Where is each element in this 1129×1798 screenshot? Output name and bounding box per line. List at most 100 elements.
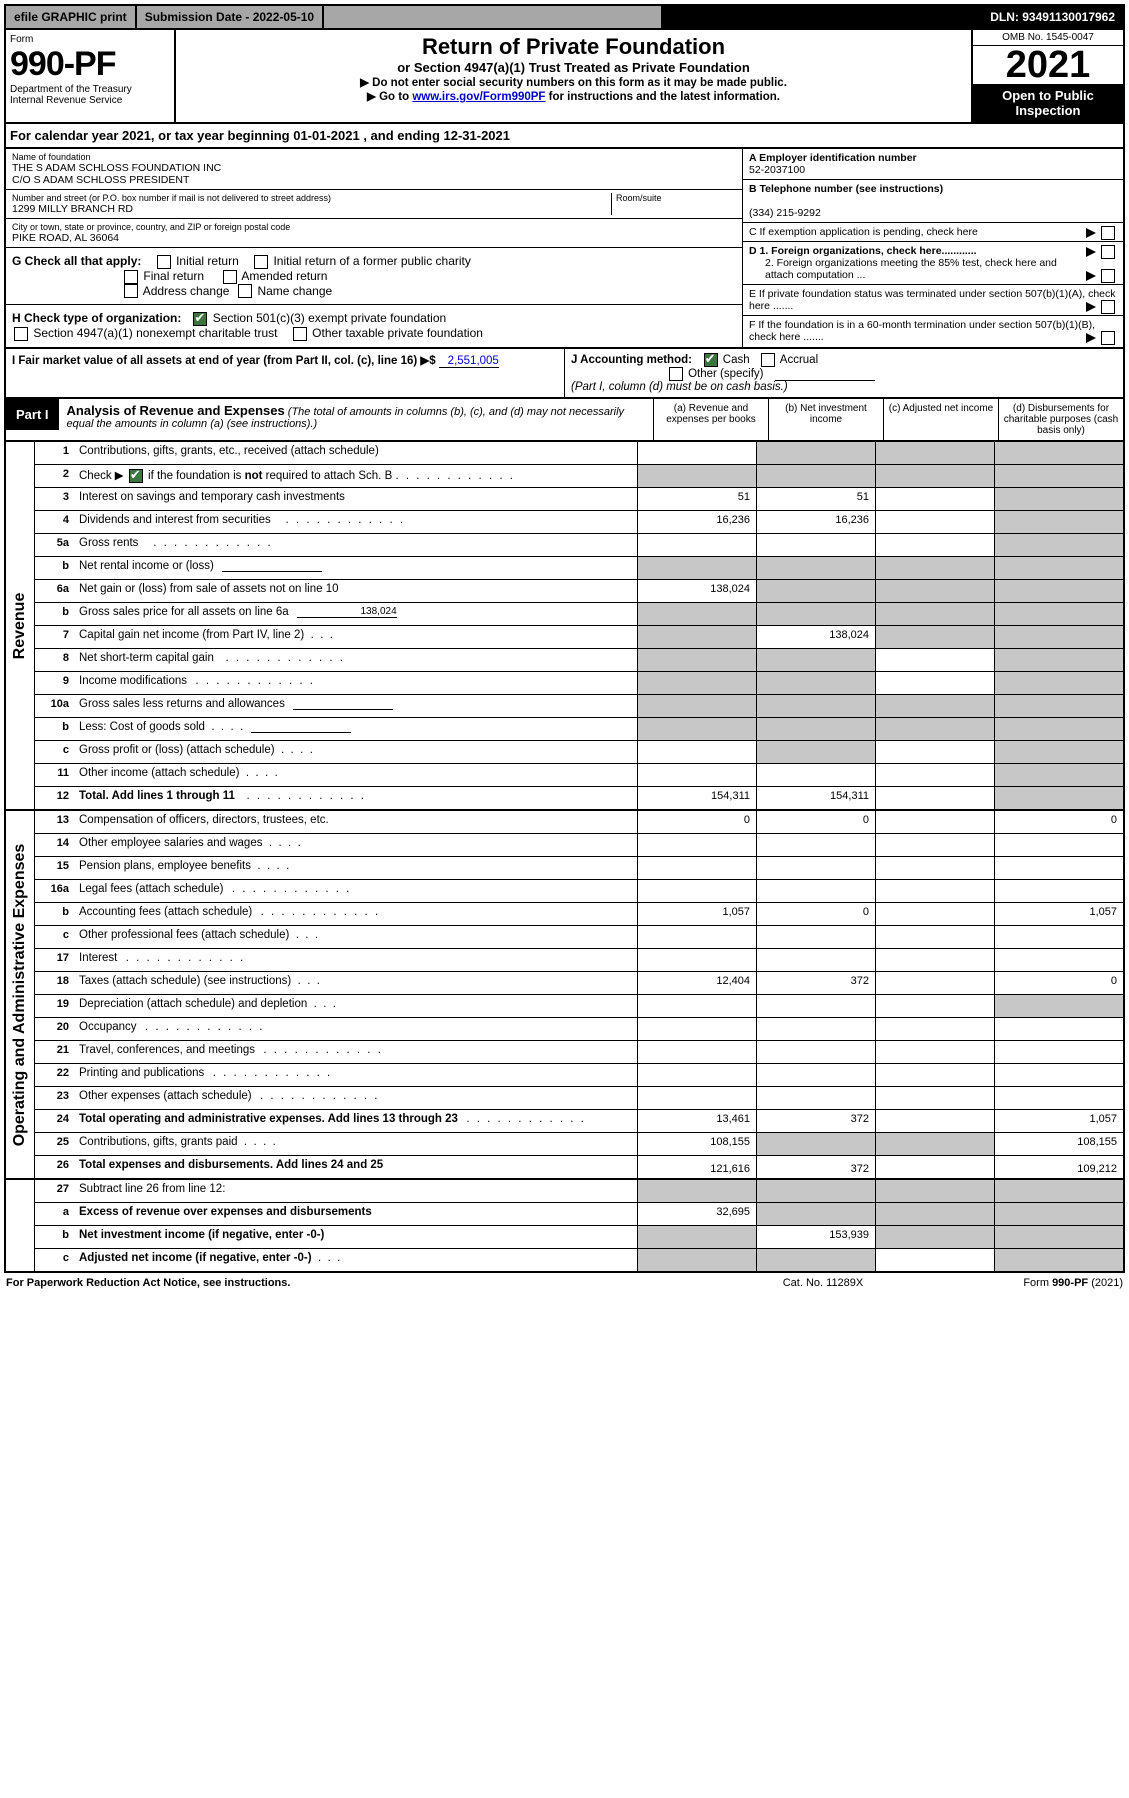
foundation-name2: C/O S ADAM SCHLOSS PRESIDENT: [12, 174, 736, 186]
ein-cell: A Employer identification number 52-2037…: [743, 149, 1123, 180]
subtitle: or Section 4947(a)(1) Trust Treated as P…: [180, 60, 967, 75]
dept: Department of the Treasury: [10, 84, 170, 95]
table-row: bNet rental income or (loss): [35, 556, 1123, 579]
j-accrual: Accrual: [780, 354, 818, 366]
cb-d1[interactable]: [1101, 245, 1115, 259]
cb-cash[interactable]: [704, 353, 718, 367]
f-cell: F If the foundation is in a 60-month ter…: [743, 316, 1123, 346]
table-row: 22Printing and publications: [35, 1063, 1123, 1086]
d1-label: D 1. Foreign organizations, check here..…: [749, 245, 977, 257]
i-value: 2,551,005: [439, 355, 499, 368]
d2-label: 2. Foreign organizations meeting the 85%…: [765, 257, 1057, 281]
form-word: Form: [10, 34, 170, 45]
part1-label: Part I: [6, 399, 59, 430]
revenue-label: Revenue: [11, 592, 29, 659]
side-blank: [6, 1180, 35, 1271]
i-j-row: I Fair market value of all assets at end…: [4, 349, 1125, 399]
cb-amended[interactable]: [223, 270, 237, 284]
cb-c[interactable]: [1101, 226, 1115, 240]
h-checkboxes: H Check type of organization: Section 50…: [6, 305, 742, 347]
e-label: E If private foundation status was termi…: [749, 288, 1116, 312]
table-row: bAccounting fees (attach schedule) 1,057…: [35, 902, 1123, 925]
triangle-icon: [1086, 247, 1096, 257]
cb-501c3[interactable]: [193, 312, 207, 326]
table-row: 16aLegal fees (attach schedule): [35, 879, 1123, 902]
triangle-icon: [1086, 271, 1096, 281]
table-row: 2Check ▶ if the foundation is not requir…: [35, 464, 1123, 487]
name-label: Name of foundation: [12, 152, 736, 162]
table-row: bNet investment income (if negative, ent…: [35, 1225, 1123, 1248]
table-row: 20Occupancy: [35, 1017, 1123, 1040]
cb-address-change[interactable]: [124, 284, 138, 298]
table-row: 5aGross rents: [35, 533, 1123, 556]
g-checkboxes: G Check all that apply: Initial return I…: [6, 248, 742, 305]
table-row: cAdjusted net income (if negative, enter…: [35, 1248, 1123, 1271]
cb-initial-return[interactable]: [157, 255, 171, 269]
cb-accrual[interactable]: [761, 353, 775, 367]
side-revenue: Revenue: [6, 442, 35, 809]
j-note: (Part I, column (d) must be on cash basi…: [571, 381, 788, 393]
opt-4947: Section 4947(a)(1) nonexempt charitable …: [33, 326, 277, 340]
cb-d2[interactable]: [1101, 269, 1115, 283]
i-label: I Fair market value of all assets at end…: [12, 355, 436, 367]
table-row: 21Travel, conferences, and meetings: [35, 1040, 1123, 1063]
j-cash: Cash: [723, 354, 750, 366]
form-number: 990-PF: [10, 45, 170, 84]
table-row: 6aNet gain or (loss) from sale of assets…: [35, 579, 1123, 602]
table-row: aExcess of revenue over expenses and dis…: [35, 1202, 1123, 1225]
form990pf-link[interactable]: www.irs.gov/Form990PF: [412, 91, 545, 103]
i-section: I Fair market value of all assets at end…: [6, 349, 565, 397]
table-row: 17Interest: [35, 948, 1123, 971]
part1-header: Part I Analysis of Revenue and Expenses …: [4, 399, 1125, 442]
table-row: bGross sales price for all assets on lin…: [35, 602, 1123, 625]
cb-f[interactable]: [1101, 331, 1115, 345]
cb-initial-former[interactable]: [254, 255, 268, 269]
ein-label: A Employer identification number: [749, 152, 917, 164]
col-a-head: (a) Revenue and expenses per books: [653, 399, 768, 440]
table-row: bLess: Cost of goods sold . . . .: [35, 717, 1123, 740]
c-cell: C If exemption application is pending, c…: [743, 223, 1123, 242]
e-cell: E If private foundation status was termi…: [743, 285, 1123, 316]
irs: Internal Revenue Service: [10, 95, 170, 106]
foundation-name1: THE S ADAM SCHLOSS FOUNDATION INC: [12, 162, 736, 174]
instr2: ▶ Go to www.irs.gov/Form990PF for instru…: [180, 89, 967, 103]
f-label: F If the foundation is in a 60-month ter…: [749, 319, 1095, 343]
table-row: cOther professional fees (attach schedul…: [35, 925, 1123, 948]
g-label: G Check all that apply:: [12, 254, 141, 268]
side-expenses: Operating and Administrative Expenses: [6, 811, 35, 1178]
efile-label[interactable]: efile GRAPHIC print: [6, 6, 137, 28]
ein-value: 52-2037100: [749, 164, 805, 176]
city-cell: City or town, state or province, country…: [6, 219, 742, 248]
opt-final: Final return: [143, 269, 204, 283]
table-row: 3Interest on savings and temporary cash …: [35, 487, 1123, 510]
table-row: 13Compensation of officers, directors, t…: [35, 811, 1123, 833]
opt-former: Initial return of a former public charit…: [273, 254, 470, 268]
part1-title: Analysis of Revenue and Expenses: [67, 403, 285, 418]
foundation-info: Name of foundation THE S ADAM SCHLOSS FO…: [4, 149, 1125, 349]
cb-e[interactable]: [1101, 300, 1115, 314]
cb-other-tax[interactable]: [293, 327, 307, 341]
table-row: 4Dividends and interest from securities …: [35, 510, 1123, 533]
cb-4947[interactable]: [14, 327, 28, 341]
opt-initial: Initial return: [176, 254, 239, 268]
table-row: 11Other income (attach schedule) . . . .: [35, 763, 1123, 786]
cb-final-return[interactable]: [124, 270, 138, 284]
tax-year: 2021: [973, 46, 1123, 84]
phone-label: B Telephone number (see instructions): [749, 183, 943, 195]
j-section: J Accounting method: Cash Accrual Other …: [565, 349, 1123, 397]
table-row: 12Total. Add lines 1 through 11 154,3111…: [35, 786, 1123, 809]
other-line: [775, 380, 875, 381]
cb-schb[interactable]: [129, 469, 143, 483]
footer-center: Cat. No. 11289X: [723, 1277, 923, 1289]
h-label: H Check type of organization:: [12, 311, 181, 325]
header-center: Return of Private Foundation or Section …: [176, 30, 971, 122]
opt-name-change: Name change: [257, 284, 332, 298]
expenses-label: Operating and Administrative Expenses: [11, 843, 29, 1146]
opt-amended: Amended return: [241, 269, 327, 283]
table-row: 7Capital gain net income (from Part IV, …: [35, 625, 1123, 648]
cb-name-change[interactable]: [238, 284, 252, 298]
room-label: Room/suite: [616, 193, 736, 203]
triangle-icon: [1086, 333, 1096, 343]
cb-other-acct[interactable]: [669, 367, 683, 381]
table-row: 24Total operating and administrative exp…: [35, 1109, 1123, 1132]
